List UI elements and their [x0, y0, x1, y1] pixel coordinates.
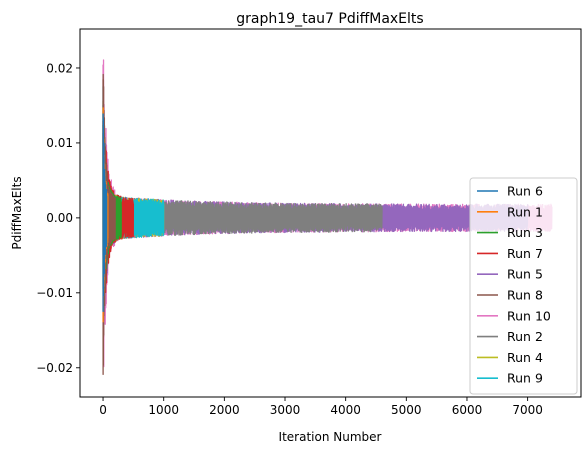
x-tick-label: 4000 [330, 403, 361, 417]
x-tick-label: 1000 [148, 403, 179, 417]
legend-label: Run 3 [507, 225, 543, 240]
y-axis-label: PdiffMaxElts [10, 176, 24, 249]
x-tick-label: 2000 [209, 403, 240, 417]
y-axis: −0.02 −0.01 0.00 0.01 0.02 [36, 61, 80, 375]
x-tick-label: 0 [99, 403, 107, 417]
x-axis: 0 1000 2000 3000 4000 5000 6000 7000 [99, 397, 543, 417]
x-tick-label: 7000 [512, 403, 543, 417]
x-tick-label: 6000 [452, 403, 483, 417]
legend-label: Run 4 [507, 350, 543, 365]
y-tick-label: −0.02 [36, 361, 73, 375]
y-tick-label: −0.01 [36, 286, 73, 300]
legend-label: Run 2 [507, 329, 543, 344]
legend-label: Run 1 [507, 204, 543, 219]
y-tick-label: 0.00 [46, 211, 73, 225]
x-axis-label: Iteration Number [279, 430, 382, 444]
chart-title: graph19_tau7 PdiffMaxElts [236, 11, 423, 27]
legend-label: Run 6 [507, 184, 543, 199]
y-tick-label: 0.01 [46, 136, 73, 150]
legend-label: Run 9 [507, 371, 543, 386]
legend: Run 6 Run 1 Run 3 Run 7 Run 5 Run 8 Run 10 Run … [469, 177, 578, 395]
plot-frame [79, 28, 582, 398]
legend-label: Run 8 [507, 288, 543, 303]
legend-label: Run 5 [507, 267, 543, 282]
legend-label: Run 7 [507, 246, 543, 261]
x-tick-label: 5000 [391, 403, 422, 417]
series-line-run-6 [102, 113, 108, 313]
x-tick-label: 3000 [270, 403, 301, 417]
y-tick-label: 0.02 [46, 61, 73, 75]
legend-label: Run 10 [507, 308, 551, 323]
